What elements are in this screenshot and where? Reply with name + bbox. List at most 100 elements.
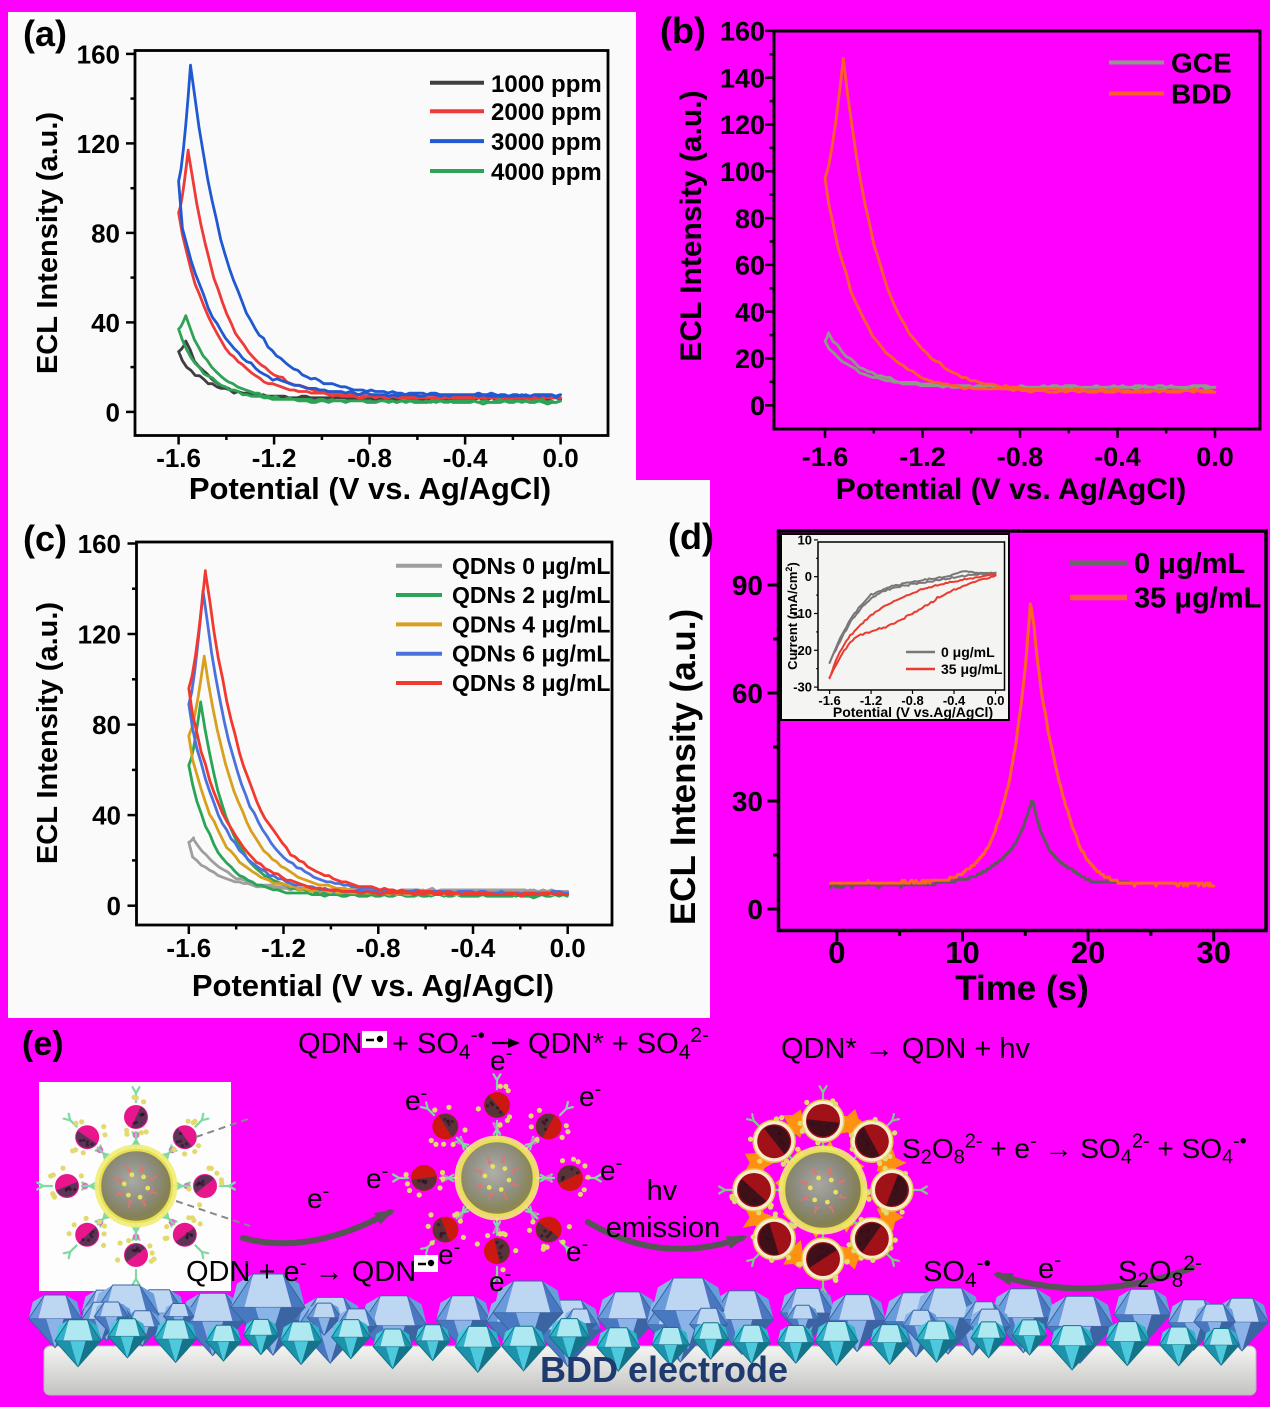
svg-text:1000 ppm: 1000 ppm: [491, 71, 602, 98]
svg-text:-1.2: -1.2: [252, 443, 297, 473]
svg-text:ECL Intensity (a.u.): ECL Intensity (a.u.): [32, 112, 64, 374]
svg-text:-1.2: -1.2: [261, 933, 306, 963]
svg-text:Potential (V vs. Ag/AgCl): Potential (V vs. Ag/AgCl): [836, 473, 1187, 506]
svg-text:-1.6: -1.6: [156, 443, 201, 473]
svg-text:QDN* + SO42-: QDN* + SO42-: [528, 1024, 709, 1064]
svg-text:e-: e-: [490, 1042, 512, 1076]
svg-text:emission: emission: [606, 1212, 720, 1244]
svg-text:QDN* → QDN + hv: QDN* → QDN + hv: [781, 1033, 1030, 1065]
svg-text:60: 60: [732, 678, 763, 709]
svg-text:2000 ppm: 2000 ppm: [491, 99, 602, 126]
svg-text:BDD electrode: BDD electrode: [540, 1349, 788, 1390]
svg-text:QDNs 4 μg/mL: QDNs 4 μg/mL: [452, 611, 610, 637]
svg-text:-0.8: -0.8: [347, 443, 392, 473]
svg-text:QDNs 0 μg/mL: QDNs 0 μg/mL: [452, 553, 610, 579]
svg-text:0.0: 0.0: [986, 693, 1004, 708]
svg-text:0: 0: [805, 569, 812, 584]
svg-text:20: 20: [1071, 935, 1105, 970]
svg-text:e-: e-: [1038, 1249, 1061, 1285]
svg-text:e-: e-: [489, 1263, 511, 1297]
svg-text:40: 40: [91, 308, 120, 338]
svg-text:-0.4: -0.4: [943, 693, 966, 708]
svg-text:80: 80: [92, 710, 121, 740]
svg-text:e-: e-: [438, 1236, 460, 1270]
svg-text:3000 ppm: 3000 ppm: [491, 129, 602, 156]
svg-text:-0.8: -0.8: [356, 933, 401, 963]
svg-text:35 μg/mL: 35 μg/mL: [941, 661, 1003, 677]
svg-text:80: 80: [91, 218, 120, 248]
svg-text:-1.6: -1.6: [166, 933, 211, 963]
svg-text:120: 120: [78, 619, 121, 649]
svg-text:e-: e-: [366, 1160, 388, 1194]
svg-text:BDD: BDD: [1171, 79, 1232, 110]
svg-text:GCE: GCE: [1171, 48, 1232, 79]
svg-text:-20: -20: [793, 643, 812, 658]
svg-text:35 μg/mL: 35 μg/mL: [1134, 583, 1261, 615]
svg-text:(c): (c): [23, 518, 67, 559]
svg-text:QDN + e- → QDN: QDN + e- → QDN: [186, 1252, 416, 1288]
svg-text:QDNs 6 μg/mL: QDNs 6 μg/mL: [452, 641, 610, 667]
svg-text:S2O82-: S2O82-: [1118, 1252, 1202, 1292]
svg-text:-0.8: -0.8: [901, 693, 923, 708]
svg-text:e-: e-: [307, 1180, 329, 1214]
svg-text:-1.2: -1.2: [899, 442, 946, 472]
svg-text:10: 10: [945, 935, 979, 970]
svg-text:Potential (V vs.Ag/AgCl): Potential (V vs.Ag/AgCl): [833, 704, 993, 720]
svg-text:Current (mA/cm2): Current (mA/cm2): [784, 562, 800, 670]
svg-text:(e): (e): [22, 1025, 64, 1063]
svg-text:-1.6: -1.6: [818, 693, 840, 708]
svg-text:(d): (d): [668, 516, 714, 557]
svg-text:80: 80: [735, 204, 765, 234]
svg-text:ECL Intensity (a.u.): ECL Intensity (a.u.): [675, 90, 708, 361]
svg-text:0.0: 0.0: [543, 443, 579, 473]
svg-text:10: 10: [798, 532, 812, 547]
svg-text:-0.4: -0.4: [451, 933, 496, 963]
svg-text:QDNs 2 μg/mL: QDNs 2 μg/mL: [452, 582, 610, 608]
svg-text:QDN: QDN: [298, 1028, 362, 1060]
svg-text:0.0: 0.0: [1196, 442, 1234, 472]
svg-text:0 μg/mL: 0 μg/mL: [1134, 548, 1245, 580]
svg-text:e-: e-: [579, 1078, 601, 1112]
svg-text:160: 160: [720, 17, 765, 47]
svg-text:0: 0: [828, 935, 845, 970]
svg-text:+ SO4-•: + SO4-•: [392, 1024, 485, 1064]
svg-text:-1.2: -1.2: [860, 693, 882, 708]
svg-text:(b): (b): [660, 10, 706, 51]
svg-text:S2O82- + e- → SO42- + SO4-•: S2O82- + e- → SO42- + SO4-•: [902, 1130, 1247, 1168]
svg-text:Potential (V vs. Ag/AgCl): Potential (V vs. Ag/AgCl): [189, 471, 551, 506]
svg-text:-30: -30: [793, 680, 812, 695]
svg-text:SO4-•: SO4-•: [923, 1252, 991, 1292]
svg-text:120: 120: [720, 110, 765, 140]
svg-text:Potential (V vs. Ag/AgCl): Potential (V vs. Ag/AgCl): [192, 968, 554, 1003]
svg-text:30: 30: [1196, 935, 1230, 970]
svg-text:QDNs 8 μg/mL: QDNs 8 μg/mL: [452, 670, 610, 696]
svg-text:0: 0: [106, 397, 120, 427]
svg-text:-0.4: -0.4: [1094, 442, 1141, 472]
svg-text:hv: hv: [647, 1175, 678, 1207]
svg-text:120: 120: [77, 129, 120, 159]
svg-text:100: 100: [720, 157, 765, 187]
svg-text:40: 40: [735, 297, 765, 327]
svg-text:e-: e-: [600, 1152, 622, 1186]
svg-text:e-: e-: [566, 1233, 588, 1267]
svg-text:-1.6: -1.6: [802, 442, 849, 472]
svg-text:140: 140: [720, 63, 765, 93]
svg-text:20: 20: [735, 344, 765, 374]
svg-text:4000 ppm: 4000 ppm: [491, 159, 602, 186]
svg-text:0.0: 0.0: [550, 933, 586, 963]
svg-text:0 μg/mL: 0 μg/mL: [941, 644, 995, 660]
svg-text:Time (s): Time (s): [955, 969, 1089, 1008]
svg-text:160: 160: [77, 39, 120, 69]
svg-text:(a): (a): [23, 13, 67, 54]
svg-text:-0.4: -0.4: [443, 443, 488, 473]
svg-text:e-: e-: [405, 1082, 427, 1116]
svg-text:160: 160: [78, 529, 121, 559]
svg-text:0: 0: [107, 891, 121, 921]
svg-text:90: 90: [732, 570, 763, 601]
svg-text:0: 0: [747, 894, 763, 925]
svg-text:-10: -10: [793, 606, 812, 621]
svg-text:40: 40: [92, 801, 121, 831]
svg-text:60: 60: [735, 251, 765, 281]
svg-text:-0.8: -0.8: [997, 442, 1044, 472]
svg-text:0: 0: [750, 391, 765, 421]
